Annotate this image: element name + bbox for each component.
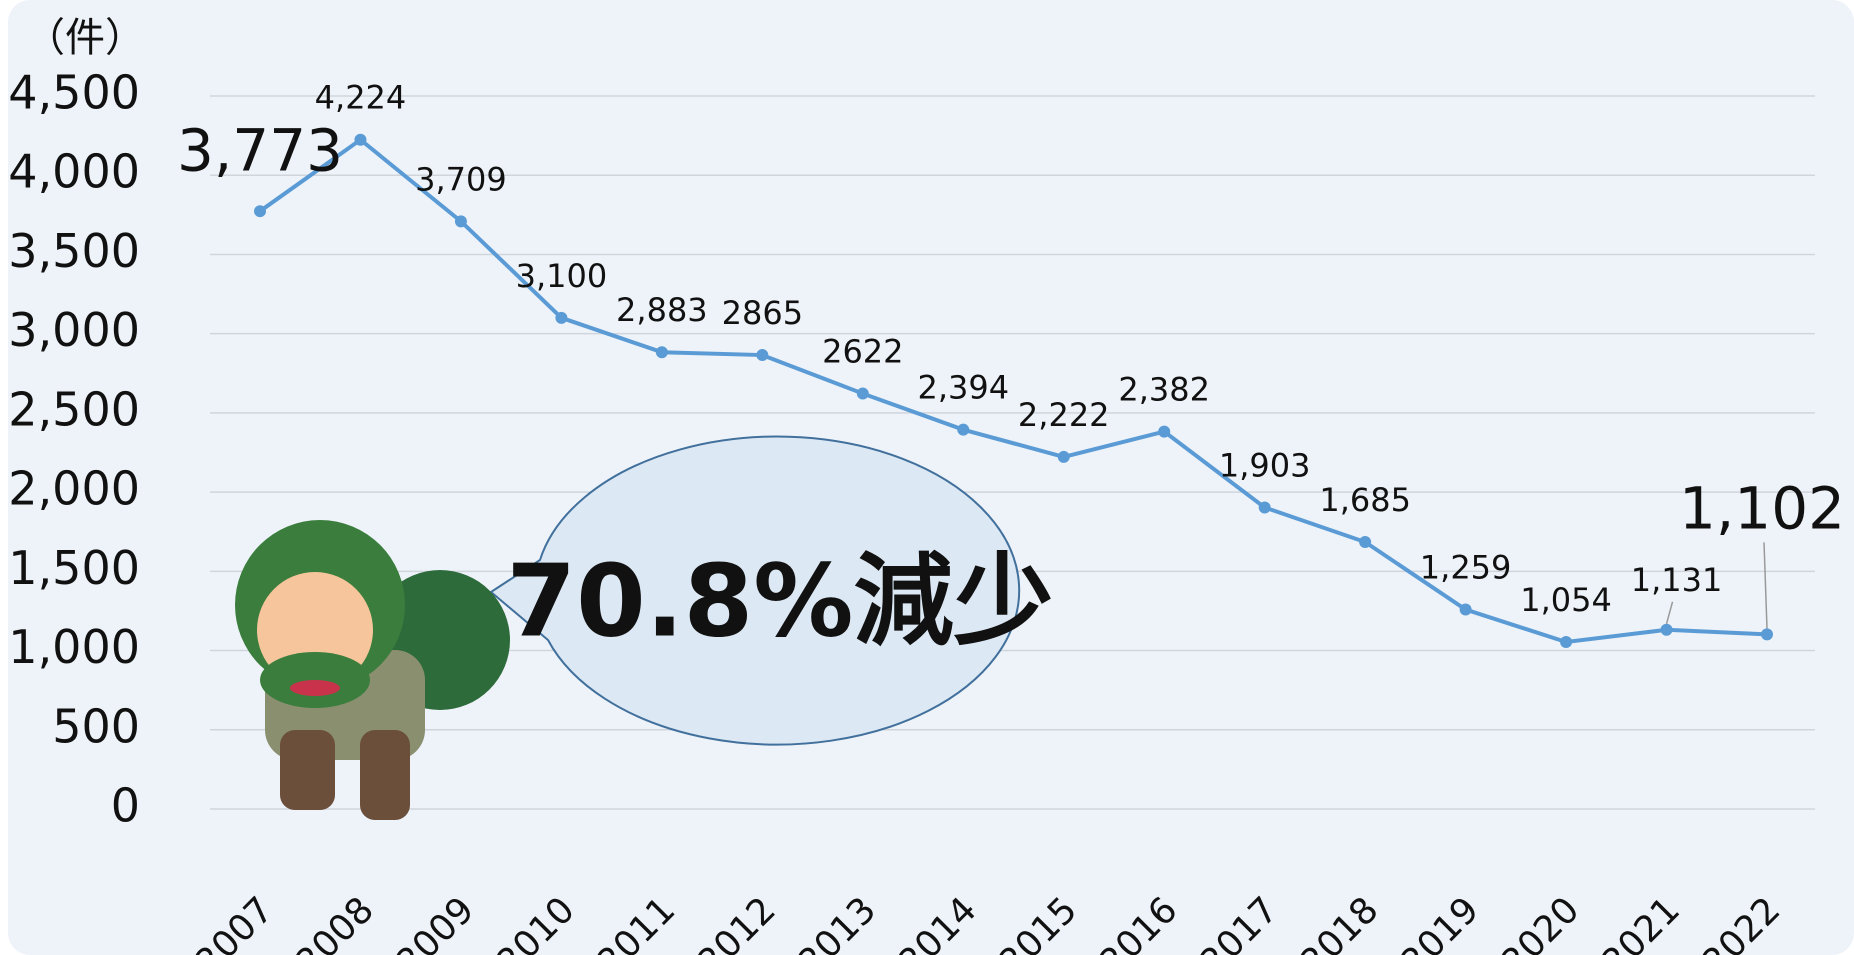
data-label: 2,394 [917,369,1009,407]
y-tick-label: 2,000 [8,462,140,516]
unit-label: （件） [25,15,145,61]
data-label: 1,259 [1420,549,1512,587]
point [1359,536,1371,548]
point [857,388,869,400]
data-label: 3,773 [177,116,343,184]
data-label: 3,709 [415,160,507,198]
data-label: 2865 [722,294,803,332]
point [756,349,768,361]
data-label: 1,054 [1520,581,1612,619]
point [354,134,366,146]
chart: （件） 3,7734,224 3,709 3,1002,883 2865 2622 2,3… [0,0,1854,955]
data-label: 1,685 [1319,481,1411,519]
point [1158,426,1170,438]
data-label: 2,883 [616,291,708,329]
point [1460,604,1472,616]
y-tick-label: 4,000 [8,145,140,199]
point [1761,628,1773,640]
data-label: 4,224 [315,79,407,117]
y-tick-label: 4,500 [8,66,140,120]
point [1560,636,1572,648]
y-tick-label: 1,500 [8,541,140,595]
y-tick-label: 0 [111,779,140,833]
data-label: 2622 [822,333,903,371]
y-tick-label: 1,000 [8,620,140,674]
point [1661,624,1673,636]
y-tick-label: 3,500 [8,224,140,278]
data-label: 2,382 [1118,371,1210,409]
point [455,215,467,227]
point [1058,451,1070,463]
point [1259,501,1271,513]
data-label: 1,131 [1631,561,1723,599]
data-label: 2,222 [1018,396,1110,434]
data-label: 1,102 [1679,475,1845,543]
data-label: 1,903 [1219,446,1311,484]
y-tick-label: 2,500 [8,382,140,436]
y-tick-label: 500 [52,699,140,753]
y-tick-label: 3,000 [8,303,140,357]
point [656,346,668,358]
point [555,312,567,324]
annotation: 70.8%減少 [507,542,1054,659]
point [957,424,969,436]
point [254,205,266,217]
data-label: 3,100 [516,257,608,295]
